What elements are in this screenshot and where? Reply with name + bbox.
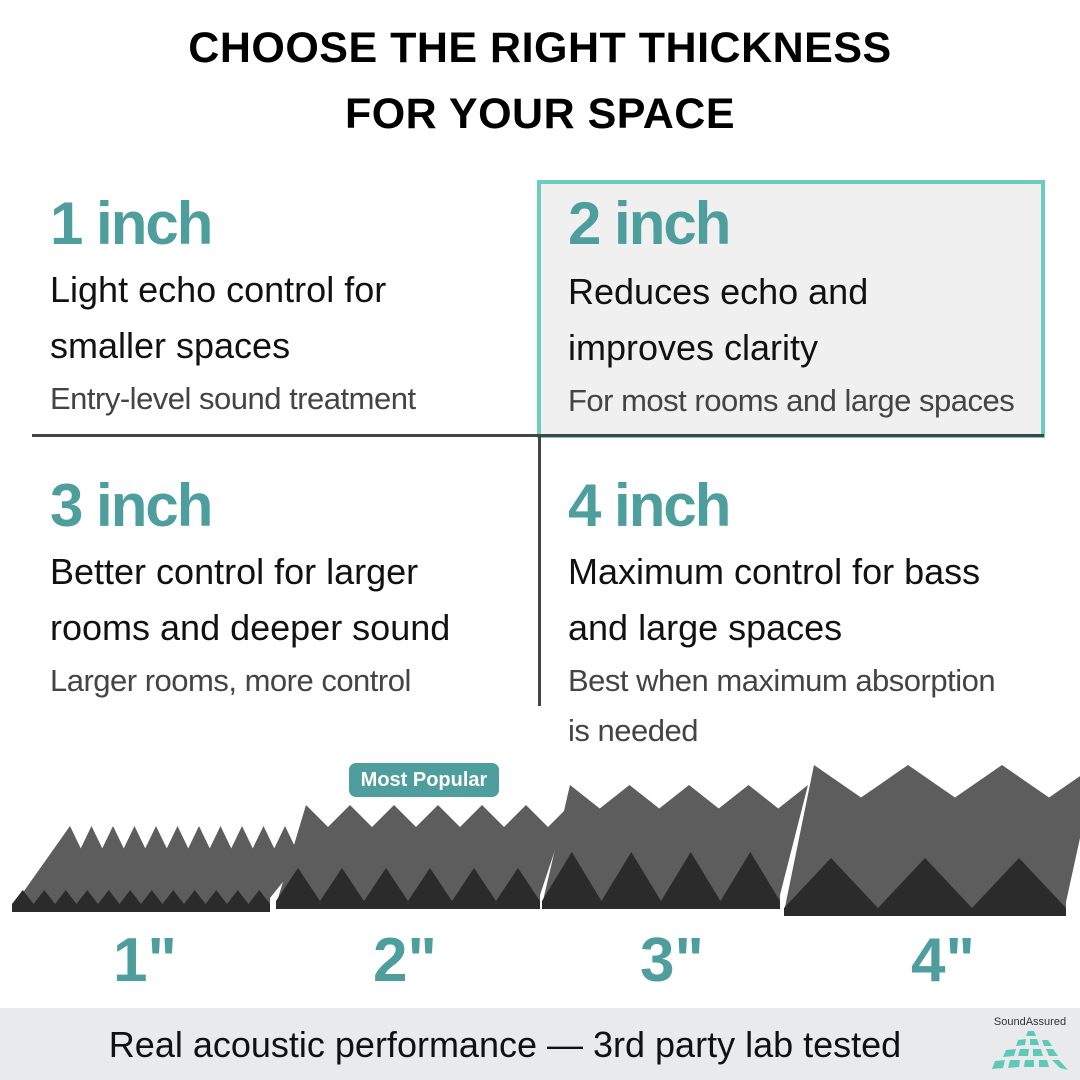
option-4-inch: 4 inch Maximum control for bass and large… xyxy=(568,472,996,756)
option-heading: 1 inch xyxy=(50,190,213,257)
size-label-2: 2" xyxy=(373,926,437,995)
divider-horizontal xyxy=(32,434,1044,437)
size-label-1: 1" xyxy=(113,926,177,995)
option-sub: Larger rooms, more control xyxy=(50,663,411,698)
most-popular-badge: Most Popular xyxy=(349,763,499,797)
foam-3-inch-front xyxy=(542,852,780,909)
option-heading: 4 inch xyxy=(568,472,731,539)
brand-logo: SoundAssured xyxy=(985,1016,1075,1078)
option-3-inch: 3 inch Better control for larger rooms an… xyxy=(50,474,450,706)
foam-2-inch-front xyxy=(276,868,540,909)
footer-text: Real acoustic performance — 3rd party la… xyxy=(108,1024,902,1065)
foam-4-inch-front xyxy=(784,858,1066,916)
option-heading: 2 inch xyxy=(568,190,731,257)
footer: Real acoustic performance — 3rd party la… xyxy=(0,1008,1080,1080)
option-1-inch: 1 inch Light echo control for smaller spa… xyxy=(50,192,416,424)
foam-1-inch-front xyxy=(12,890,270,912)
title-line-2: FOR YOUR SPACE xyxy=(344,90,736,138)
option-sub: For most rooms and large spaces xyxy=(568,383,1015,418)
foam-panels-image xyxy=(12,765,1080,916)
size-label-4: 4" xyxy=(911,926,975,995)
size-label-3: 3" xyxy=(640,926,704,995)
option-sub: Best when maximum absorption is needed xyxy=(568,663,996,748)
logo-icon xyxy=(992,1031,1068,1070)
brand-name: SoundAssured xyxy=(993,1016,1067,1028)
highlight-box xyxy=(537,180,1045,438)
title-line-1: CHOOSE THE RIGHT THICKNESS xyxy=(188,24,892,72)
option-desc: Reduces echo and improves clarity xyxy=(568,271,869,368)
foam-1-inch-body xyxy=(12,826,328,908)
option-desc: Light echo control for smaller spaces xyxy=(50,269,387,366)
divider-vertical xyxy=(538,436,541,706)
option-heading: 3 inch xyxy=(50,472,213,539)
option-desc: Maximum control for bass and large spaces xyxy=(568,551,981,648)
option-2-inch: 2 inch Reduces echo and improves clarity … xyxy=(568,190,1015,426)
option-desc: Better control for larger rooms and deepe… xyxy=(50,551,451,648)
option-sub: Entry-level sound treatment xyxy=(50,381,416,416)
